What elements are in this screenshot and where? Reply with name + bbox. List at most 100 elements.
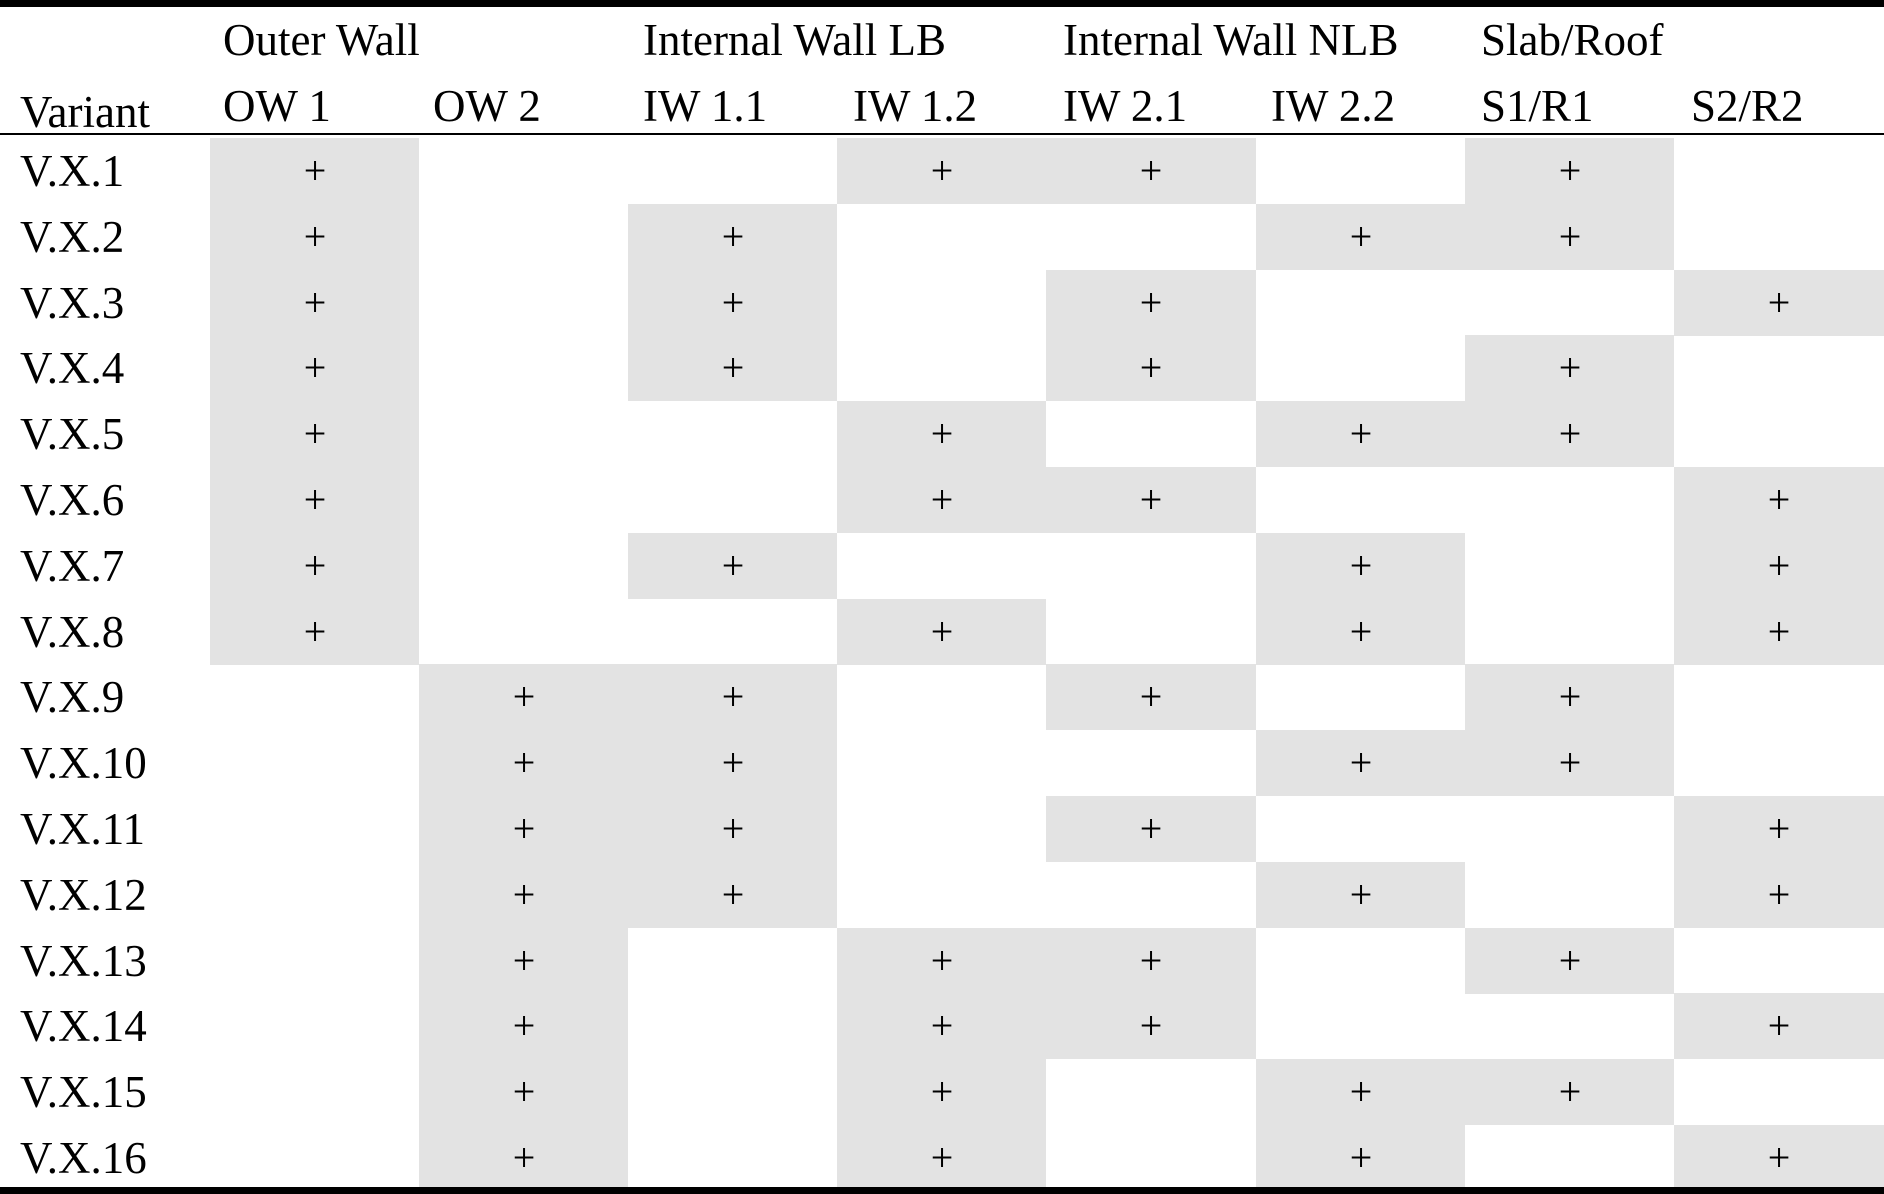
plus-mark: + bbox=[303, 214, 327, 259]
selected-cell: + bbox=[837, 401, 1046, 467]
empty-cell bbox=[210, 664, 419, 730]
plus-mark: + bbox=[721, 345, 745, 390]
selected-cell: + bbox=[837, 138, 1046, 204]
plus-mark: + bbox=[303, 280, 327, 325]
variant-label: V.X.12 bbox=[20, 870, 147, 920]
selected-cell: + bbox=[1674, 796, 1884, 862]
empty-cell bbox=[1256, 467, 1465, 533]
table-row: + + + + V.X.11 bbox=[0, 796, 1884, 862]
plus-mark: + bbox=[1139, 674, 1163, 719]
variant-label: V.X.5 bbox=[20, 409, 125, 459]
empty-cell bbox=[837, 862, 1046, 928]
plus-mark: + bbox=[1349, 872, 1373, 917]
plus-mark: + bbox=[1558, 674, 1582, 719]
selected-cell: + bbox=[210, 270, 419, 336]
table-header-rule bbox=[0, 133, 1884, 135]
plus-mark: + bbox=[1139, 148, 1163, 193]
selected-cell: + bbox=[1465, 730, 1674, 796]
selected-cell: + bbox=[628, 862, 837, 928]
empty-cell bbox=[837, 664, 1046, 730]
column-header-s1-r1: S1/R1 bbox=[1481, 81, 1594, 131]
empty-cell bbox=[1046, 1059, 1256, 1125]
plus-mark: + bbox=[1349, 1069, 1373, 1114]
selected-cell: + bbox=[628, 664, 837, 730]
selected-cell: + bbox=[628, 533, 837, 599]
empty-cell bbox=[628, 1125, 837, 1191]
empty-cell bbox=[1046, 862, 1256, 928]
group-header-internal-wall-lb: Internal Wall LB bbox=[643, 15, 946, 65]
variant-label: V.X.7 bbox=[20, 541, 125, 591]
group-header-slab-roof: Slab/Roof bbox=[1481, 15, 1664, 65]
empty-cell bbox=[1046, 533, 1256, 599]
variant-label: V.X.14 bbox=[20, 1001, 147, 1051]
selected-cell: + bbox=[1465, 335, 1674, 401]
table-row: + + + + V.X.16 bbox=[0, 1125, 1884, 1191]
group-header-outer-wall: Outer Wall bbox=[223, 15, 420, 65]
selected-cell: + bbox=[837, 993, 1046, 1059]
selected-cell: + bbox=[837, 1125, 1046, 1191]
selected-cell: + bbox=[1046, 270, 1256, 336]
variant-label: V.X.6 bbox=[20, 475, 125, 525]
empty-cell bbox=[1256, 928, 1465, 994]
selected-cell: + bbox=[1256, 862, 1465, 928]
selected-cell: + bbox=[628, 270, 837, 336]
empty-cell bbox=[1046, 204, 1256, 270]
selected-cell: + bbox=[1046, 796, 1256, 862]
selected-cell: + bbox=[1465, 1059, 1674, 1125]
empty-cell bbox=[837, 796, 1046, 862]
plus-mark: + bbox=[1139, 477, 1163, 522]
selected-cell: + bbox=[1046, 335, 1256, 401]
table-bottom-rule bbox=[0, 1187, 1884, 1194]
selected-cell: + bbox=[628, 796, 837, 862]
plus-mark: + bbox=[512, 740, 536, 785]
plus-mark: + bbox=[1139, 345, 1163, 390]
variant-label: V.X.1 bbox=[20, 146, 125, 196]
variant-label: V.X.11 bbox=[20, 804, 146, 854]
plus-mark: + bbox=[1558, 214, 1582, 259]
selected-cell: + bbox=[1674, 599, 1884, 665]
plus-mark: + bbox=[512, 674, 536, 719]
plus-mark: + bbox=[303, 148, 327, 193]
selected-cell: + bbox=[419, 664, 628, 730]
selected-cell: + bbox=[1674, 467, 1884, 533]
table-row: + + + + V.X.14 bbox=[0, 993, 1884, 1059]
empty-cell bbox=[628, 401, 837, 467]
empty-cell bbox=[210, 993, 419, 1059]
empty-cell bbox=[1465, 862, 1674, 928]
empty-cell bbox=[1674, 664, 1884, 730]
selected-cell: + bbox=[419, 796, 628, 862]
selected-cell: + bbox=[1256, 204, 1465, 270]
variant-label: V.X.15 bbox=[20, 1067, 147, 1117]
column-header-ow2: OW 2 bbox=[433, 81, 541, 131]
plus-mark: + bbox=[930, 148, 954, 193]
plus-mark: + bbox=[303, 345, 327, 390]
empty-cell bbox=[628, 467, 837, 533]
selected-cell: + bbox=[837, 928, 1046, 994]
plus-mark: + bbox=[1767, 609, 1791, 654]
selected-cell: + bbox=[419, 993, 628, 1059]
selected-cell: + bbox=[419, 730, 628, 796]
selected-cell: + bbox=[1465, 204, 1674, 270]
plus-mark: + bbox=[721, 674, 745, 719]
empty-cell bbox=[1674, 730, 1884, 796]
plus-mark: + bbox=[1558, 345, 1582, 390]
plus-mark: + bbox=[1349, 740, 1373, 785]
selected-cell: + bbox=[1465, 928, 1674, 994]
plus-mark: + bbox=[303, 609, 327, 654]
selected-cell: + bbox=[1256, 533, 1465, 599]
plus-mark: + bbox=[930, 477, 954, 522]
empty-cell bbox=[419, 138, 628, 204]
plus-mark: + bbox=[721, 740, 745, 785]
table-row: + + + + V.X.1 bbox=[0, 138, 1884, 204]
empty-cell bbox=[1465, 599, 1674, 665]
plus-mark: + bbox=[1558, 938, 1582, 983]
selected-cell: + bbox=[1674, 1125, 1884, 1191]
plus-mark: + bbox=[1767, 1003, 1791, 1048]
empty-cell bbox=[419, 599, 628, 665]
selected-cell: + bbox=[1046, 928, 1256, 994]
empty-cell bbox=[419, 533, 628, 599]
selected-cell: + bbox=[1674, 993, 1884, 1059]
selected-cell: + bbox=[210, 599, 419, 665]
plus-mark: + bbox=[1139, 938, 1163, 983]
selected-cell: + bbox=[210, 335, 419, 401]
